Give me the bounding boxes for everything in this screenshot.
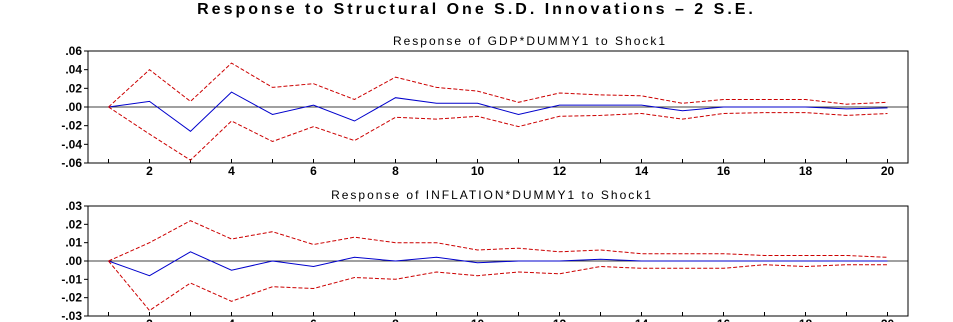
- x-tick-label: 6: [310, 317, 317, 322]
- x-tick-label: 18: [799, 317, 813, 322]
- x-tick-label: 18: [799, 164, 813, 178]
- y-tick-label: .03: [65, 199, 82, 213]
- x-tick-label: 8: [392, 317, 399, 322]
- series-line-lower: [108, 260, 888, 312]
- y-tick-label: .00: [65, 254, 82, 268]
- main-title: Response to Structural One S.D. Innovati…: [197, 1, 756, 18]
- series-line-response: [108, 251, 888, 277]
- panel-title-gdp: Response of GDP*DUMMY1 to Shock1: [393, 34, 667, 48]
- y-tick-label: .02: [65, 217, 82, 231]
- y-tick-label: -.04: [61, 137, 82, 151]
- x-tick-label: 8: [392, 164, 399, 178]
- x-tick-label: 16: [717, 317, 731, 322]
- series-line-lower: [108, 106, 888, 161]
- y-tick-label: .04: [65, 63, 82, 77]
- x-tick-label: 10: [471, 317, 485, 322]
- x-tick-label: 2: [146, 164, 153, 178]
- y-tick-label: -.02: [61, 119, 82, 133]
- x-tick-label: 20: [881, 317, 895, 322]
- y-tick-label: .00: [65, 100, 82, 114]
- y-tick-label: .01: [65, 236, 82, 250]
- series-line-upper: [108, 62, 888, 108]
- series-line-response: [108, 91, 888, 132]
- x-tick-label: 2: [146, 317, 153, 322]
- y-tick-label: -.02: [61, 291, 82, 305]
- x-tick-label: 10: [471, 164, 485, 178]
- y-tick-label: .02: [65, 81, 82, 95]
- x-tick-label: 20: [881, 164, 895, 178]
- x-tick-label: 16: [717, 164, 731, 178]
- x-tick-label: 12: [553, 164, 567, 178]
- y-tick-label: .06: [65, 44, 82, 58]
- x-tick-label: 14: [635, 164, 649, 178]
- x-tick-label: 12: [553, 317, 567, 322]
- panel-inflation: Response of INFLATION*DUMMY1 to Shock1 -…: [61, 188, 909, 322]
- y-tick-label: -.03: [61, 309, 82, 322]
- x-tick-label: 14: [635, 317, 649, 322]
- x-tick-label: 6: [310, 164, 317, 178]
- y-tick-label: -.06: [61, 156, 82, 170]
- y-tick-label: -.01: [61, 272, 82, 286]
- x-tick-label: 4: [228, 317, 235, 322]
- x-tick-label: 4: [228, 164, 235, 178]
- panel-gdp: Response of GDP*DUMMY1 to Shock1 -.06 -.0…: [61, 34, 909, 178]
- series-line-upper: [108, 220, 888, 262]
- panel-title-inflation: Response of INFLATION*DUMMY1 to Shock1: [331, 188, 653, 202]
